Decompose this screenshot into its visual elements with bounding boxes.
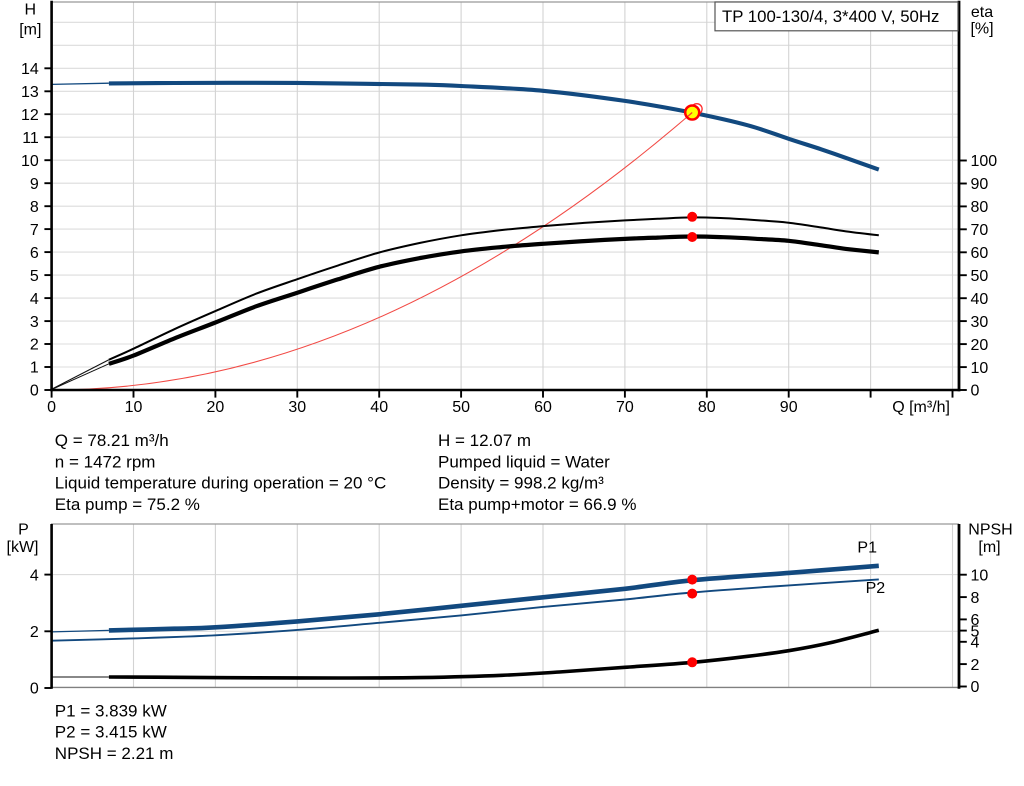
svg-text:[m]: [m] bbox=[19, 22, 41, 39]
svg-text:80: 80 bbox=[971, 199, 989, 216]
svg-text:0: 0 bbox=[971, 383, 980, 400]
svg-text:Q [m³/h]: Q [m³/h] bbox=[892, 399, 950, 416]
svg-text:[%]: [%] bbox=[970, 21, 993, 38]
svg-text:5: 5 bbox=[30, 268, 39, 285]
svg-text:40: 40 bbox=[370, 399, 388, 416]
svg-text:[m]: [m] bbox=[978, 539, 1000, 556]
svg-text:P2: P2 bbox=[866, 580, 886, 597]
svg-text:70: 70 bbox=[616, 399, 634, 416]
svg-text:10: 10 bbox=[971, 567, 989, 584]
svg-text:9: 9 bbox=[30, 176, 39, 193]
svg-text:40: 40 bbox=[971, 291, 989, 308]
svg-text:1: 1 bbox=[30, 360, 39, 377]
svg-text:Eta pump = 75.2 %: Eta pump = 75.2 % bbox=[55, 495, 200, 514]
svg-text:NPSH: NPSH bbox=[968, 522, 1012, 539]
svg-text:3: 3 bbox=[30, 314, 39, 331]
svg-text:50: 50 bbox=[971, 268, 989, 285]
svg-text:Density = 998.2 kg/m³: Density = 998.2 kg/m³ bbox=[438, 474, 604, 493]
svg-text:8: 8 bbox=[30, 199, 39, 216]
svg-text:100: 100 bbox=[971, 153, 998, 170]
svg-text:H: H bbox=[25, 2, 37, 19]
svg-text:10: 10 bbox=[125, 399, 143, 416]
svg-text:10: 10 bbox=[971, 360, 989, 377]
svg-text:4: 4 bbox=[971, 635, 980, 652]
svg-text:eta: eta bbox=[971, 4, 993, 21]
svg-text:10: 10 bbox=[21, 153, 39, 170]
svg-text:2: 2 bbox=[971, 657, 980, 674]
svg-text:7: 7 bbox=[30, 222, 39, 239]
svg-text:0: 0 bbox=[971, 679, 980, 696]
svg-text:[kW]: [kW] bbox=[7, 539, 39, 556]
svg-text:TP 100-130/4, 3*400 V, 50Hz: TP 100-130/4, 3*400 V, 50Hz bbox=[722, 7, 939, 26]
svg-text:5: 5 bbox=[971, 623, 980, 640]
svg-text:6: 6 bbox=[971, 612, 980, 629]
svg-text:4: 4 bbox=[30, 291, 39, 308]
svg-text:70: 70 bbox=[971, 222, 989, 239]
svg-text:H = 12.07 m: H = 12.07 m bbox=[438, 431, 531, 450]
svg-text:Pumped liquid = Water: Pumped liquid = Water bbox=[438, 452, 610, 471]
svg-text:80: 80 bbox=[698, 399, 716, 416]
svg-text:8: 8 bbox=[971, 590, 980, 607]
svg-text:6: 6 bbox=[30, 245, 39, 262]
svg-text:30: 30 bbox=[971, 314, 989, 331]
svg-text:90: 90 bbox=[971, 176, 989, 193]
svg-text:60: 60 bbox=[971, 245, 989, 262]
svg-text:11: 11 bbox=[22, 130, 39, 147]
svg-text:P: P bbox=[18, 522, 29, 539]
svg-text:NPSH = 2.21 m: NPSH = 2.21 m bbox=[55, 744, 174, 763]
svg-text:Eta pump+motor = 66.9 %: Eta pump+motor = 66.9 % bbox=[438, 495, 636, 514]
svg-text:P1: P1 bbox=[857, 540, 877, 557]
svg-text:0: 0 bbox=[30, 681, 39, 698]
svg-text:14: 14 bbox=[21, 61, 39, 78]
svg-text:0: 0 bbox=[47, 399, 56, 416]
svg-text:50: 50 bbox=[452, 399, 470, 416]
svg-text:2: 2 bbox=[30, 337, 39, 354]
svg-text:4: 4 bbox=[30, 567, 39, 584]
svg-text:Q = 78.21 m³/h: Q = 78.21 m³/h bbox=[55, 431, 169, 450]
svg-text:P2 = 3.415 kW: P2 = 3.415 kW bbox=[55, 723, 167, 742]
svg-text:60: 60 bbox=[534, 399, 552, 416]
svg-text:30: 30 bbox=[288, 399, 306, 416]
svg-text:20: 20 bbox=[971, 337, 989, 354]
svg-text:Liquid temperature during oper: Liquid temperature during operation = 20… bbox=[55, 474, 386, 493]
svg-text:2: 2 bbox=[30, 624, 39, 641]
svg-text:12: 12 bbox=[21, 107, 39, 124]
svg-text:20: 20 bbox=[207, 399, 225, 416]
svg-text:n = 1472 rpm: n = 1472 rpm bbox=[55, 452, 156, 471]
svg-text:0: 0 bbox=[30, 383, 39, 400]
svg-text:P1 = 3.839 kW: P1 = 3.839 kW bbox=[55, 701, 167, 720]
svg-text:13: 13 bbox=[21, 84, 39, 101]
svg-text:90: 90 bbox=[780, 399, 798, 416]
